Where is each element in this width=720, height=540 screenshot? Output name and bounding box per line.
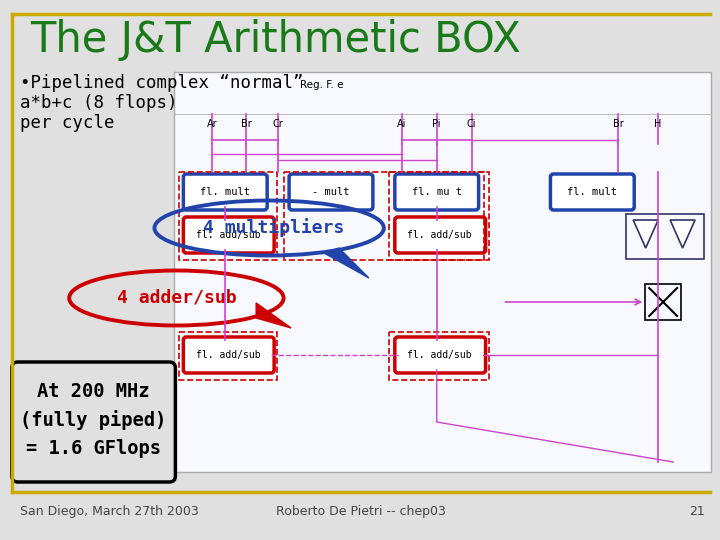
Polygon shape [670,220,695,248]
Text: Roberto De Pietri -- chep03: Roberto De Pietri -- chep03 [276,505,446,518]
Text: Ci: Ci [467,119,477,129]
FancyBboxPatch shape [395,217,485,253]
Text: Cr: Cr [273,119,284,129]
FancyBboxPatch shape [395,174,479,210]
Polygon shape [256,303,291,328]
FancyBboxPatch shape [12,362,176,482]
Text: H: H [654,119,662,129]
Text: •Pipelined complex “normal”: •Pipelined complex “normal” [19,74,303,92]
Text: fl. mult: fl. mult [567,187,617,197]
Text: Ai: Ai [397,119,407,129]
Text: fl. add/sub: fl. add/sub [196,350,261,360]
FancyBboxPatch shape [184,217,274,253]
Text: fl. add/sub: fl. add/sub [196,230,261,240]
Text: 4 multipliers: 4 multipliers [204,219,345,238]
FancyBboxPatch shape [289,174,373,210]
Text: San Diego, March 27th 2003: San Diego, March 27th 2003 [19,505,199,518]
Text: The J&T Arithmetic BOX: The J&T Arithmetic BOX [30,19,521,61]
FancyBboxPatch shape [184,174,267,210]
Text: At 200 MHz
(fully piped)
= 1.6 GFlops: At 200 MHz (fully piped) = 1.6 GFlops [20,382,167,458]
Text: fl. add/sub: fl. add/sub [408,230,472,240]
Text: 21: 21 [689,505,705,518]
FancyBboxPatch shape [184,337,274,373]
Text: Pi: Pi [433,119,441,129]
Text: Reg. F. e: Reg. F. e [300,80,343,90]
Text: 4 adder/sub: 4 adder/sub [117,289,236,307]
Text: a*b+c (8 flops): a*b+c (8 flops) [19,94,177,112]
Polygon shape [633,220,658,248]
Text: Br: Br [240,119,251,129]
Text: fl. mu t: fl. mu t [412,187,462,197]
Polygon shape [324,248,369,278]
Text: per cycle: per cycle [19,114,114,132]
Text: fl. add/sub: fl. add/sub [408,350,472,360]
Text: fl. mult: fl. mult [200,187,251,197]
FancyBboxPatch shape [550,174,634,210]
FancyBboxPatch shape [174,72,711,472]
FancyBboxPatch shape [395,337,485,373]
Text: Br: Br [613,119,624,129]
Text: Ar: Ar [207,119,217,129]
Text: - mult: - mult [312,187,350,197]
